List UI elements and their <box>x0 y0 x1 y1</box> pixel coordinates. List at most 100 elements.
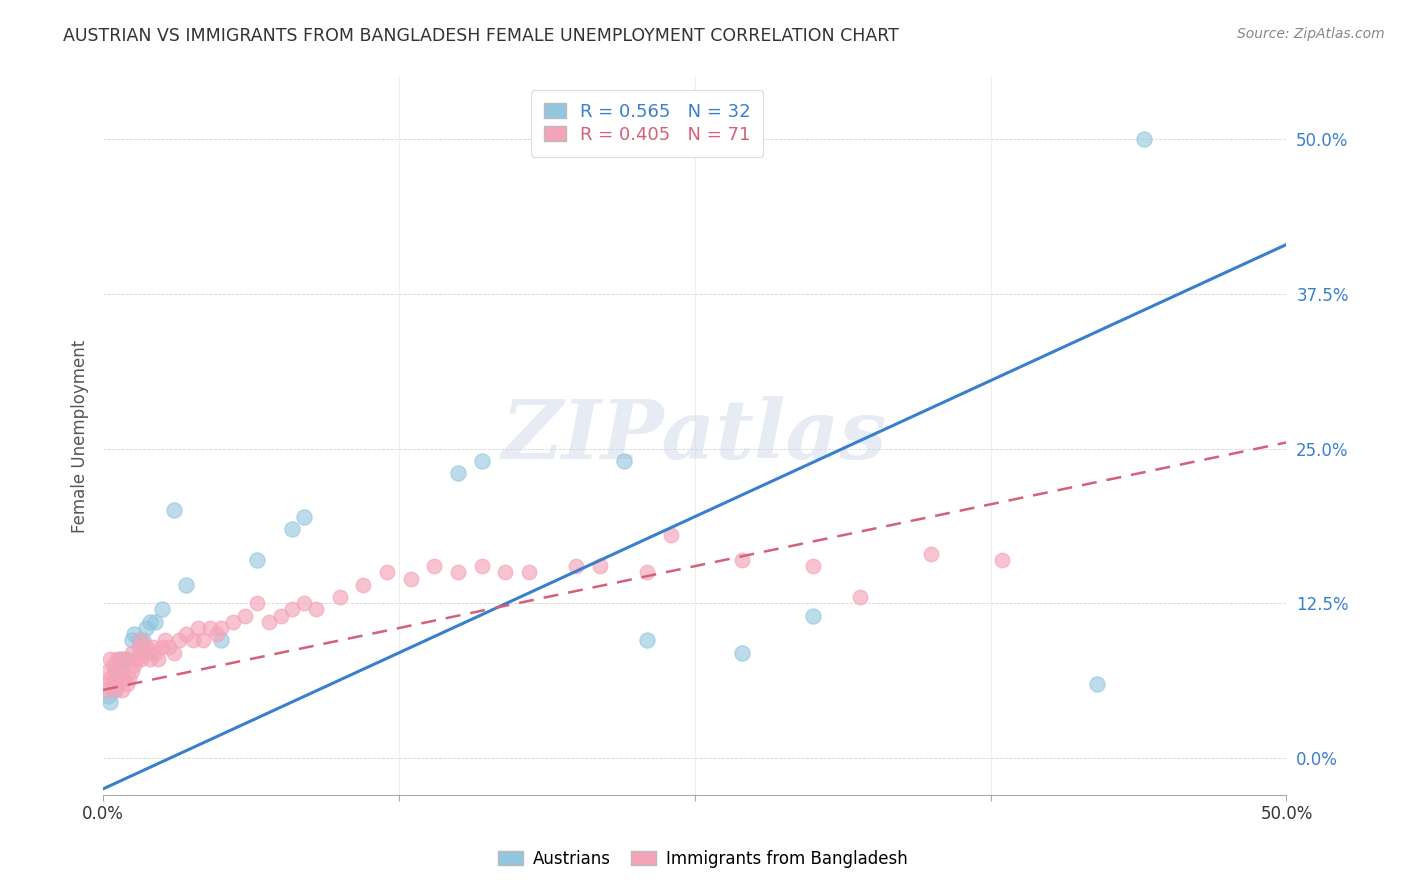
Point <box>731 646 754 660</box>
Point <box>589 559 612 574</box>
Point <box>129 633 152 648</box>
Point <box>129 646 152 660</box>
Point <box>112 671 135 685</box>
Point <box>270 608 292 623</box>
Point <box>118 671 141 685</box>
Point <box>111 652 134 666</box>
Point <box>447 566 470 580</box>
Point <box>105 676 128 690</box>
Point <box>181 633 204 648</box>
Point <box>211 633 233 648</box>
Point <box>423 559 446 574</box>
Point <box>565 559 588 574</box>
Point <box>174 627 197 641</box>
Point <box>122 658 145 673</box>
Legend: R = 0.565   N = 32, R = 0.405   N = 71: R = 0.565 N = 32, R = 0.405 N = 71 <box>531 90 763 157</box>
Point <box>1133 132 1156 146</box>
Point <box>101 658 124 673</box>
Point <box>132 646 155 660</box>
Point <box>122 627 145 641</box>
Point <box>97 676 120 690</box>
Y-axis label: Female Unemployment: Female Unemployment <box>72 340 89 533</box>
Point <box>150 602 173 616</box>
Point <box>111 682 134 697</box>
Point <box>139 652 162 666</box>
Point <box>98 671 121 685</box>
Point <box>94 682 117 697</box>
Point <box>246 553 269 567</box>
Point <box>111 665 134 679</box>
Text: Source: ZipAtlas.com: Source: ZipAtlas.com <box>1237 27 1385 41</box>
Point <box>991 553 1014 567</box>
Point <box>104 682 127 697</box>
Point <box>115 652 138 666</box>
Point <box>104 682 127 697</box>
Point <box>121 646 143 660</box>
Point <box>613 454 636 468</box>
Point <box>163 646 186 660</box>
Point <box>101 676 124 690</box>
Point <box>205 627 228 641</box>
Point <box>98 695 121 709</box>
Point <box>129 652 152 666</box>
Point <box>246 596 269 610</box>
Point <box>105 676 128 690</box>
Point <box>222 615 245 629</box>
Legend: Austrians, Immigrants from Bangladesh: Austrians, Immigrants from Bangladesh <box>492 844 914 875</box>
Point <box>292 596 315 610</box>
Point <box>142 640 165 654</box>
Point <box>150 640 173 654</box>
Point <box>211 621 233 635</box>
Point <box>471 454 494 468</box>
Point <box>97 689 120 703</box>
Point <box>135 640 157 654</box>
Point <box>637 633 659 648</box>
Point <box>920 547 942 561</box>
Point <box>801 559 824 574</box>
Point <box>153 633 176 648</box>
Point <box>108 671 131 685</box>
Point <box>191 633 214 648</box>
Point <box>104 665 127 679</box>
Point <box>471 559 494 574</box>
Point <box>281 522 304 536</box>
Point <box>801 608 824 623</box>
Point <box>97 665 120 679</box>
Point <box>849 590 872 604</box>
Point <box>731 553 754 567</box>
Point <box>257 615 280 629</box>
Point <box>447 467 470 481</box>
Point <box>139 615 162 629</box>
Point <box>115 676 138 690</box>
Point <box>517 566 540 580</box>
Point <box>135 621 157 635</box>
Point <box>292 509 315 524</box>
Point <box>132 633 155 648</box>
Point <box>399 572 422 586</box>
Text: ZIPatlas: ZIPatlas <box>502 396 887 476</box>
Point <box>128 633 150 648</box>
Point <box>136 646 159 660</box>
Point <box>1085 676 1108 690</box>
Point <box>198 621 221 635</box>
Point <box>353 578 375 592</box>
Point <box>98 652 121 666</box>
Point <box>143 615 166 629</box>
Point <box>375 566 398 580</box>
Point <box>115 652 138 666</box>
Text: AUSTRIAN VS IMMIGRANTS FROM BANGLADESH FEMALE UNEMPLOYMENT CORRELATION CHART: AUSTRIAN VS IMMIGRANTS FROM BANGLADESH F… <box>63 27 900 45</box>
Point <box>187 621 209 635</box>
Point <box>233 608 256 623</box>
Point <box>495 566 517 580</box>
Point <box>637 566 659 580</box>
Point <box>104 665 127 679</box>
Point <box>163 503 186 517</box>
Point <box>157 640 180 654</box>
Point <box>174 578 197 592</box>
Point <box>143 646 166 660</box>
Point <box>305 602 328 616</box>
Point <box>105 652 128 666</box>
Point <box>128 640 150 654</box>
Point <box>108 652 131 666</box>
Point <box>125 652 148 666</box>
